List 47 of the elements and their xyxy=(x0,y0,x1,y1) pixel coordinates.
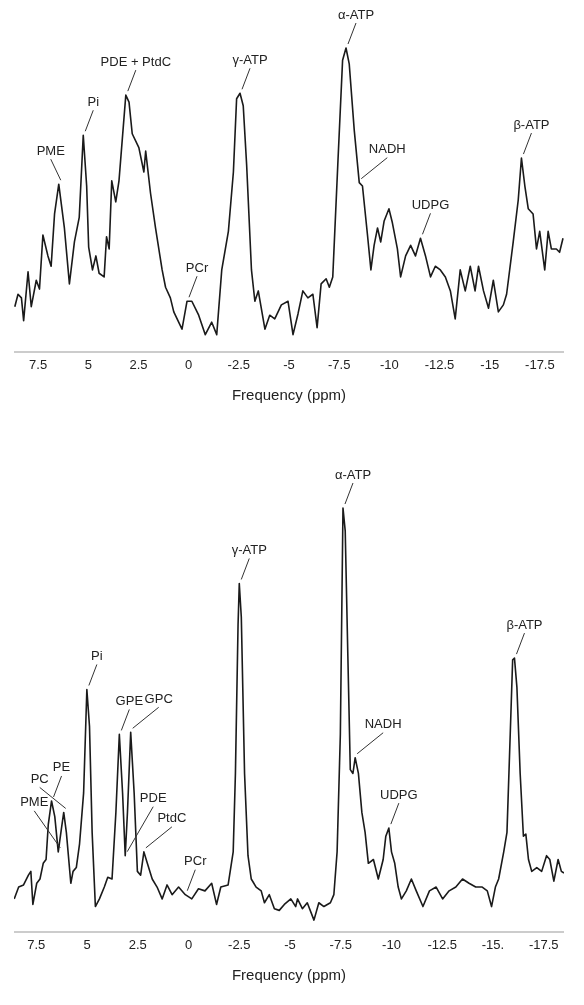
x-tick-label: -7.5 xyxy=(327,357,351,373)
x-tick-label: -15. xyxy=(481,937,505,953)
x-tick-label: 7.5 xyxy=(29,357,48,373)
annotation: PCr xyxy=(184,853,208,869)
annotation: PC xyxy=(30,770,49,786)
x-tick-label: -10 xyxy=(379,357,399,373)
annotation: γ-ATP xyxy=(231,541,267,557)
annotation: γ-ATP xyxy=(232,51,268,67)
annotation: UDPG xyxy=(380,786,418,802)
annotation: UDPG xyxy=(411,196,450,212)
annotation: PME xyxy=(36,142,66,158)
x-tick-label: -2.5 xyxy=(228,937,251,953)
x-tick-label: -2.5 xyxy=(227,357,251,373)
x-tick-label: 2.5 xyxy=(129,357,148,373)
annotation: Pi xyxy=(87,93,100,109)
x-tick-label: -12.5 xyxy=(424,357,455,373)
annotation: GPE xyxy=(115,692,144,708)
x-tick-label: -15 xyxy=(480,357,500,373)
annotation: β-ATP xyxy=(506,616,543,632)
annotation: PE xyxy=(52,759,71,775)
annotation: α-ATP xyxy=(334,466,372,482)
x-tick-label: -5 xyxy=(283,357,295,373)
annotation: PDE xyxy=(139,790,167,806)
x-tick-label: -7.5 xyxy=(329,937,352,953)
x-tick-label: -5 xyxy=(284,937,296,953)
annotation: NADH xyxy=(364,716,402,732)
x-tick-label: 5 xyxy=(84,357,92,373)
x-axis-title: Frequency (ppm) xyxy=(231,386,347,403)
x-tick-label: 5 xyxy=(83,937,91,953)
x-tick-label: -10 xyxy=(382,937,401,953)
annotation: α-ATP xyxy=(337,6,375,22)
x-axis-title: Frequency (ppm) xyxy=(231,966,347,983)
annotation: PDE + PtdC xyxy=(100,53,172,69)
x-tick-label: 0 xyxy=(184,937,193,953)
x-tick-label: 2.5 xyxy=(128,937,147,953)
x-tick-label: 0 xyxy=(185,357,193,373)
x-tick-label: -17.5 xyxy=(528,937,559,953)
x-tick-label: -17.5 xyxy=(525,357,555,373)
annotation: PME xyxy=(20,794,49,810)
x-tick-label: -12.5 xyxy=(427,937,458,953)
annotation: PtdC xyxy=(157,810,187,826)
annotation: GPC xyxy=(144,690,173,706)
annotation: Pi xyxy=(91,647,103,663)
annotation: β-ATP xyxy=(513,116,550,132)
x-tick-label: 7.5 xyxy=(27,937,46,953)
annotation: NADH xyxy=(368,141,406,157)
annotation: PCr xyxy=(185,259,209,275)
